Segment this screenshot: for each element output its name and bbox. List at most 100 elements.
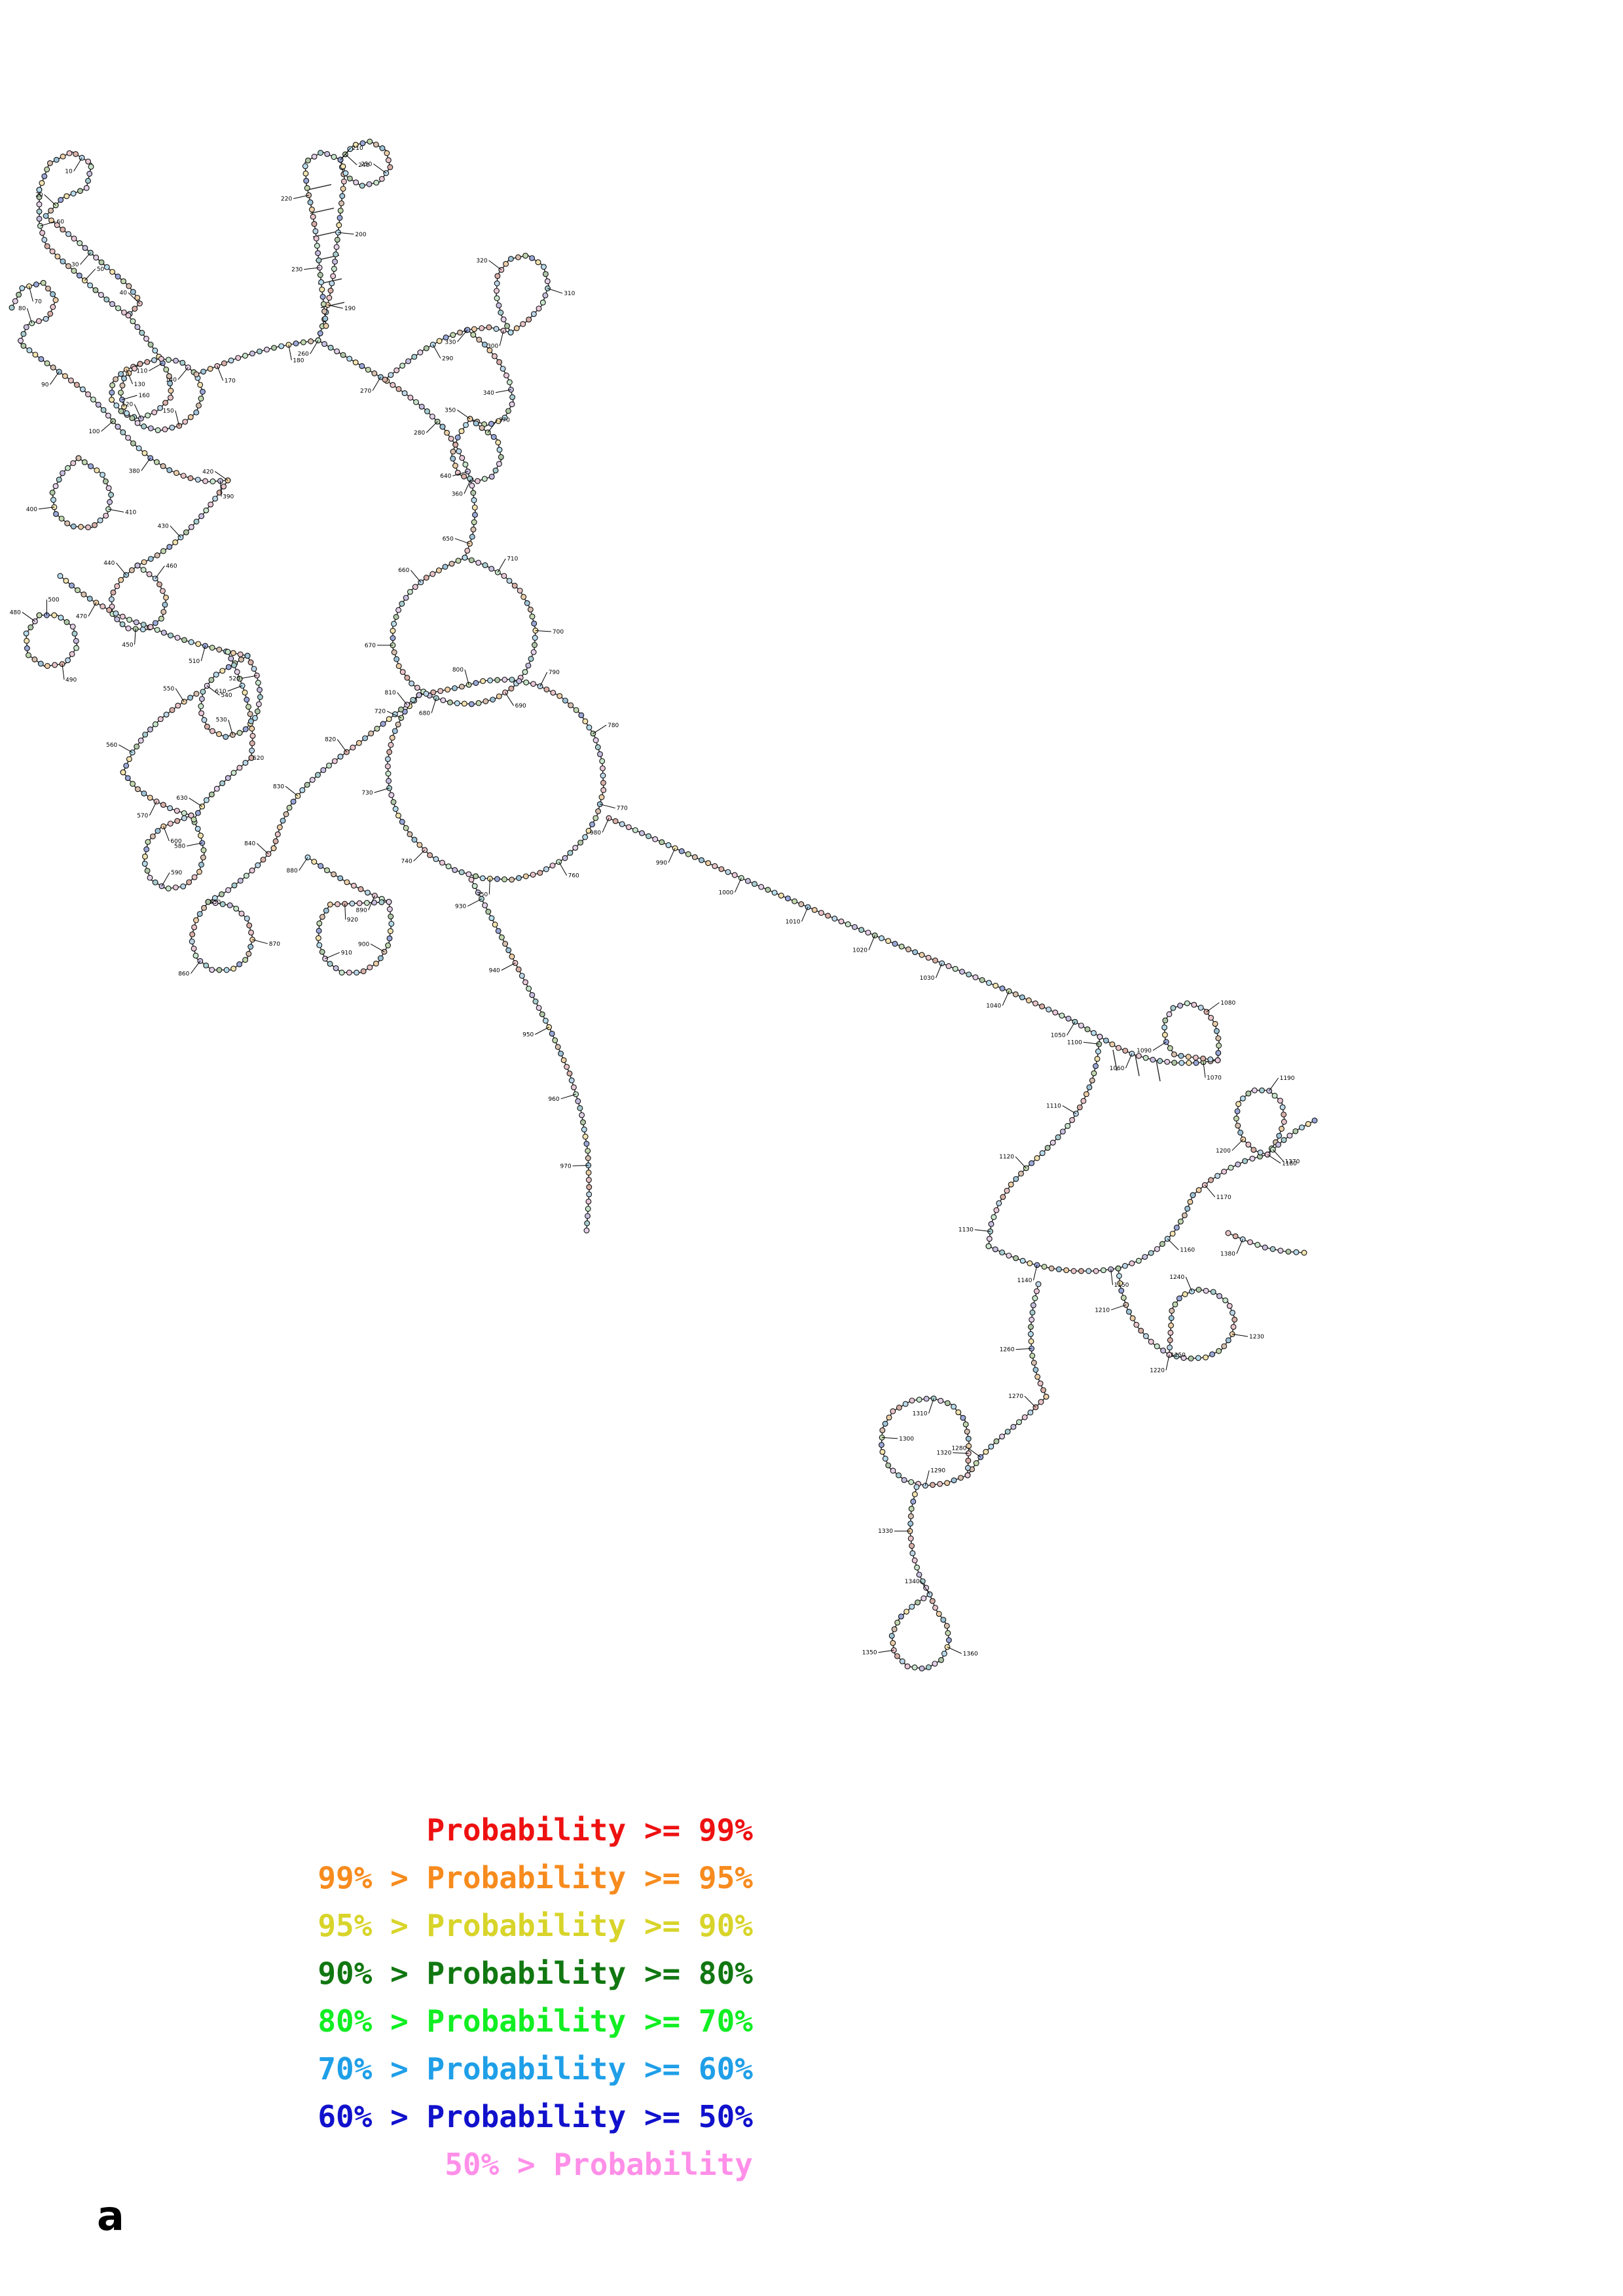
nucleotide xyxy=(73,382,80,388)
legend-row-below-50: 50% > Probability xyxy=(445,2147,753,2182)
nucleotide xyxy=(147,556,154,562)
nucleotide xyxy=(1162,1017,1169,1024)
nucleotide xyxy=(516,678,522,685)
nucleotide xyxy=(147,455,154,461)
nucleotide xyxy=(147,795,153,801)
nucleotide xyxy=(56,476,62,483)
position-leader-line xyxy=(50,371,60,385)
nucleotide xyxy=(64,619,70,625)
nucleotide xyxy=(536,1005,542,1011)
position-label: 360 xyxy=(452,492,463,498)
nucleotide xyxy=(910,1498,917,1505)
nucleotide xyxy=(479,425,485,431)
nucleotide xyxy=(221,483,227,490)
nucleotide xyxy=(53,156,60,163)
nucleotide xyxy=(1188,1355,1194,1362)
nucleotide xyxy=(482,902,488,908)
nucleotide xyxy=(490,696,496,703)
nucleotide xyxy=(652,836,659,842)
position-leader-line xyxy=(62,664,65,680)
nucleotide xyxy=(1173,1225,1180,1231)
nucleotide xyxy=(109,389,115,396)
nucleotide xyxy=(445,863,452,870)
position-leader-line xyxy=(1269,1077,1279,1091)
nucleotide xyxy=(1091,1070,1097,1077)
nucleotide xyxy=(886,1414,892,1421)
nucleotide xyxy=(53,511,59,517)
nucleotide xyxy=(60,470,65,476)
nucleotide xyxy=(586,1184,593,1191)
nucleotide xyxy=(113,610,119,617)
nucleotide xyxy=(163,711,170,718)
nucleotide xyxy=(93,600,100,606)
nucleotide xyxy=(276,824,283,831)
nucleotide xyxy=(44,663,50,669)
nucleotide xyxy=(503,260,509,267)
nucleotide xyxy=(522,873,529,880)
nucleotide xyxy=(1125,1308,1132,1315)
nucleotide xyxy=(1222,1297,1229,1304)
position-leader-line xyxy=(122,395,137,401)
nucleotide xyxy=(390,635,396,641)
nucleotide xyxy=(75,455,82,461)
position-label: 350 xyxy=(445,407,456,414)
position-label: 180 xyxy=(293,357,304,364)
nucleotide xyxy=(902,1401,909,1407)
nucleotide xyxy=(118,389,124,396)
position-leader-line xyxy=(928,1398,934,1414)
position-label: 260 xyxy=(298,351,309,358)
nucleotide xyxy=(388,913,394,920)
position-label: 430 xyxy=(158,523,169,529)
nucleotide xyxy=(966,1443,972,1449)
nucleotide xyxy=(964,1428,970,1435)
nucleotide xyxy=(125,625,132,632)
nucleotide xyxy=(36,612,43,619)
nucleotide xyxy=(230,650,236,656)
nucleotide xyxy=(892,941,898,947)
nucleotide xyxy=(144,359,151,365)
nucleotide xyxy=(529,992,536,998)
nucleotide xyxy=(338,200,344,207)
nucleotide xyxy=(1216,1043,1222,1049)
position-label: 780 xyxy=(608,723,619,729)
position-label: 1310 xyxy=(913,1411,928,1418)
position-label: 1230 xyxy=(1249,1334,1264,1340)
nucleotide xyxy=(473,420,479,427)
nucleotide xyxy=(712,863,718,869)
nucleotide xyxy=(165,357,172,363)
nucleotide xyxy=(109,301,115,307)
position-label: 590 xyxy=(171,870,182,876)
nucleotide xyxy=(1138,1327,1144,1334)
position-leader-line xyxy=(149,363,163,372)
position-label: 1250 xyxy=(1171,1352,1186,1359)
nucleotide xyxy=(97,517,103,524)
nucleotide xyxy=(410,696,416,703)
position-leader-line xyxy=(947,1646,962,1654)
nucleotide xyxy=(1035,1281,1042,1287)
position-label: 840 xyxy=(244,841,255,848)
nucleotide xyxy=(916,1571,922,1578)
position-label: 40 xyxy=(120,290,128,296)
nucleotide xyxy=(395,812,401,819)
nucleotide xyxy=(1034,1374,1041,1380)
nucleotide xyxy=(909,1604,915,1610)
nucleotide xyxy=(580,1119,586,1126)
nucleotide xyxy=(38,356,45,363)
nucleotide xyxy=(429,571,436,577)
nucleotide xyxy=(120,278,126,285)
nucleotide xyxy=(141,861,148,867)
nucleotide xyxy=(37,660,44,667)
nucleotide xyxy=(911,1664,918,1671)
nucleotide xyxy=(244,915,250,922)
position-leader-line xyxy=(602,817,610,833)
nucleotide xyxy=(246,704,251,710)
position-label: 30 xyxy=(71,262,79,268)
nucleotide xyxy=(356,740,362,746)
position-label: 1350 xyxy=(862,1650,877,1657)
nucleotide xyxy=(249,747,255,754)
nucleotide xyxy=(532,998,539,1005)
nucleotide xyxy=(1135,1052,1142,1059)
nucleotide xyxy=(405,358,412,365)
nucleotide xyxy=(194,476,201,483)
nucleotide xyxy=(249,725,255,732)
